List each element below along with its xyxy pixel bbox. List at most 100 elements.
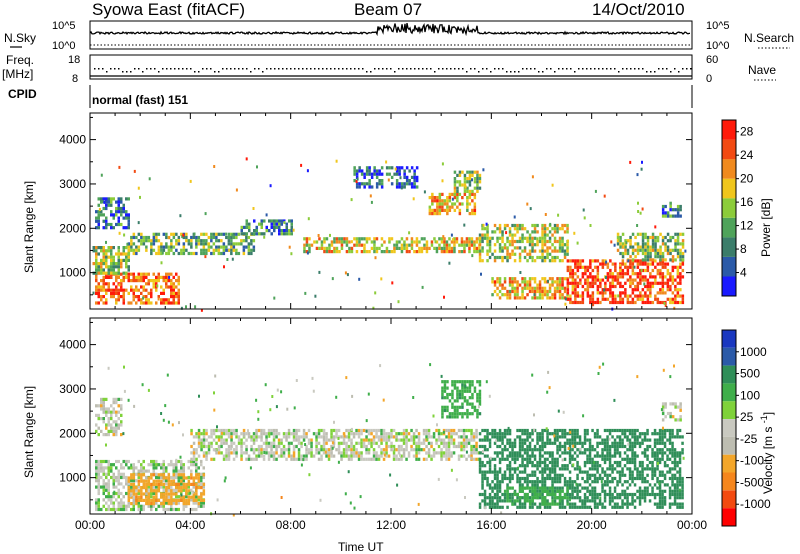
- echo-cell: [556, 476, 559, 481]
- echo-cell: [185, 504, 188, 508]
- y-tick-label: 3000: [59, 177, 86, 191]
- freq-point: [98, 68, 100, 70]
- echo-cell: [170, 482, 173, 486]
- echo-cell: [200, 248, 203, 252]
- echo-cell: [568, 441, 572, 445]
- echo-cell: [531, 246, 534, 250]
- echo-cell: [212, 457, 216, 461]
- echo-cell: [95, 498, 98, 502]
- echo-cell: [583, 432, 587, 436]
- freq-point: [146, 68, 148, 70]
- echo-cell: [100, 285, 103, 289]
- echo-cell: [596, 454, 599, 458]
- echo-cell: [353, 237, 356, 241]
- echo-cell: [262, 457, 266, 461]
- echo-cell: [608, 502, 612, 506]
- echo-cell: [586, 454, 589, 458]
- echo-cell: [468, 386, 472, 390]
- echo-cell: [481, 236, 484, 240]
- echo-cell: [518, 451, 522, 455]
- echo-cell: [112, 246, 115, 250]
- echo-cell: [611, 272, 615, 276]
- echo-cell: [603, 448, 607, 452]
- echo-cell: [493, 255, 497, 260]
- echo-cell: [438, 212, 442, 216]
- echo-cell: [536, 438, 539, 442]
- echo-cell: [197, 482, 200, 486]
- echo-cell: [190, 469, 193, 473]
- echo-cell: [518, 227, 522, 231]
- echo-cell: [541, 441, 544, 445]
- echo-cell: [240, 438, 243, 442]
- echo-cell: [498, 227, 502, 231]
- echo-cell: [145, 288, 148, 292]
- echo-cell: [579, 281, 582, 285]
- echo-cell: [649, 275, 652, 279]
- echo-cell: [596, 259, 600, 263]
- echo-cell: [240, 444, 243, 449]
- echo-cell: [97, 216, 100, 220]
- echo-cell: [450, 435, 453, 439]
- echo-cell: [112, 268, 115, 272]
- echo-cell: [676, 235, 680, 240]
- echo-cell: [508, 289, 512, 294]
- echo-cell: [392, 444, 396, 449]
- echo-cell: [460, 441, 463, 445]
- echo-cell: [518, 441, 522, 445]
- echo-cell: [277, 438, 281, 442]
- echo-cell: [456, 380, 459, 384]
- freq-point: [250, 71, 252, 73]
- echo-cell: [606, 444, 609, 449]
- echo-cell: [586, 294, 590, 298]
- echo-cell: [145, 475, 148, 480]
- echo-cell: [172, 275, 175, 279]
- echo-cell: [528, 496, 532, 500]
- echo-cell: [581, 476, 584, 481]
- echo-cell: [273, 225, 276, 229]
- echo-cell: [681, 242, 685, 246]
- echo-cell: [623, 480, 627, 484]
- freq-point: [578, 68, 580, 70]
- echo-cell: [283, 229, 286, 233]
- echo-cell: [122, 258, 125, 262]
- echo-cell: [478, 412, 482, 416]
- echo-cell: [240, 242, 243, 246]
- echo-cell: [202, 239, 206, 243]
- echo-cell: [533, 480, 537, 484]
- echo-cell: [195, 235, 198, 240]
- echo-cell: [576, 448, 579, 452]
- echo-cell: [591, 278, 595, 282]
- echo-cell: [95, 501, 98, 505]
- echo-cell: [548, 289, 552, 294]
- echo-cell: [152, 285, 155, 289]
- echo-cell: [390, 444, 393, 449]
- echo-cell: [157, 486, 161, 490]
- echo-cell: [594, 278, 597, 282]
- echo-cell: [681, 239, 685, 243]
- echo-cell: [390, 175, 394, 179]
- freq-point: [394, 71, 396, 73]
- echo-cell: [167, 301, 170, 305]
- echo-cell: [398, 246, 401, 250]
- echo-cell: [543, 470, 547, 474]
- echo-cell: [516, 239, 519, 244]
- echo-cell: [378, 172, 381, 176]
- echo-cell: [453, 186, 457, 190]
- echo-cell: [202, 242, 206, 246]
- echo-cell: [679, 258, 682, 262]
- echo-cell: [586, 288, 590, 292]
- echo-cell: [491, 486, 494, 490]
- echo-cell: [566, 467, 569, 471]
- echo-cell: [483, 476, 487, 481]
- echo-cell: [468, 196, 472, 200]
- echo-cell: [521, 289, 524, 294]
- echo-cell: [107, 410, 110, 414]
- echo-cell: [107, 268, 110, 272]
- echo-cell: [563, 457, 567, 461]
- echo-cell: [328, 250, 331, 254]
- echo-speckle: [204, 212, 207, 216]
- echo-cell: [100, 397, 103, 401]
- echo-cell: [461, 402, 464, 406]
- echo-speckle: [387, 178, 390, 182]
- freq-point: [442, 68, 444, 70]
